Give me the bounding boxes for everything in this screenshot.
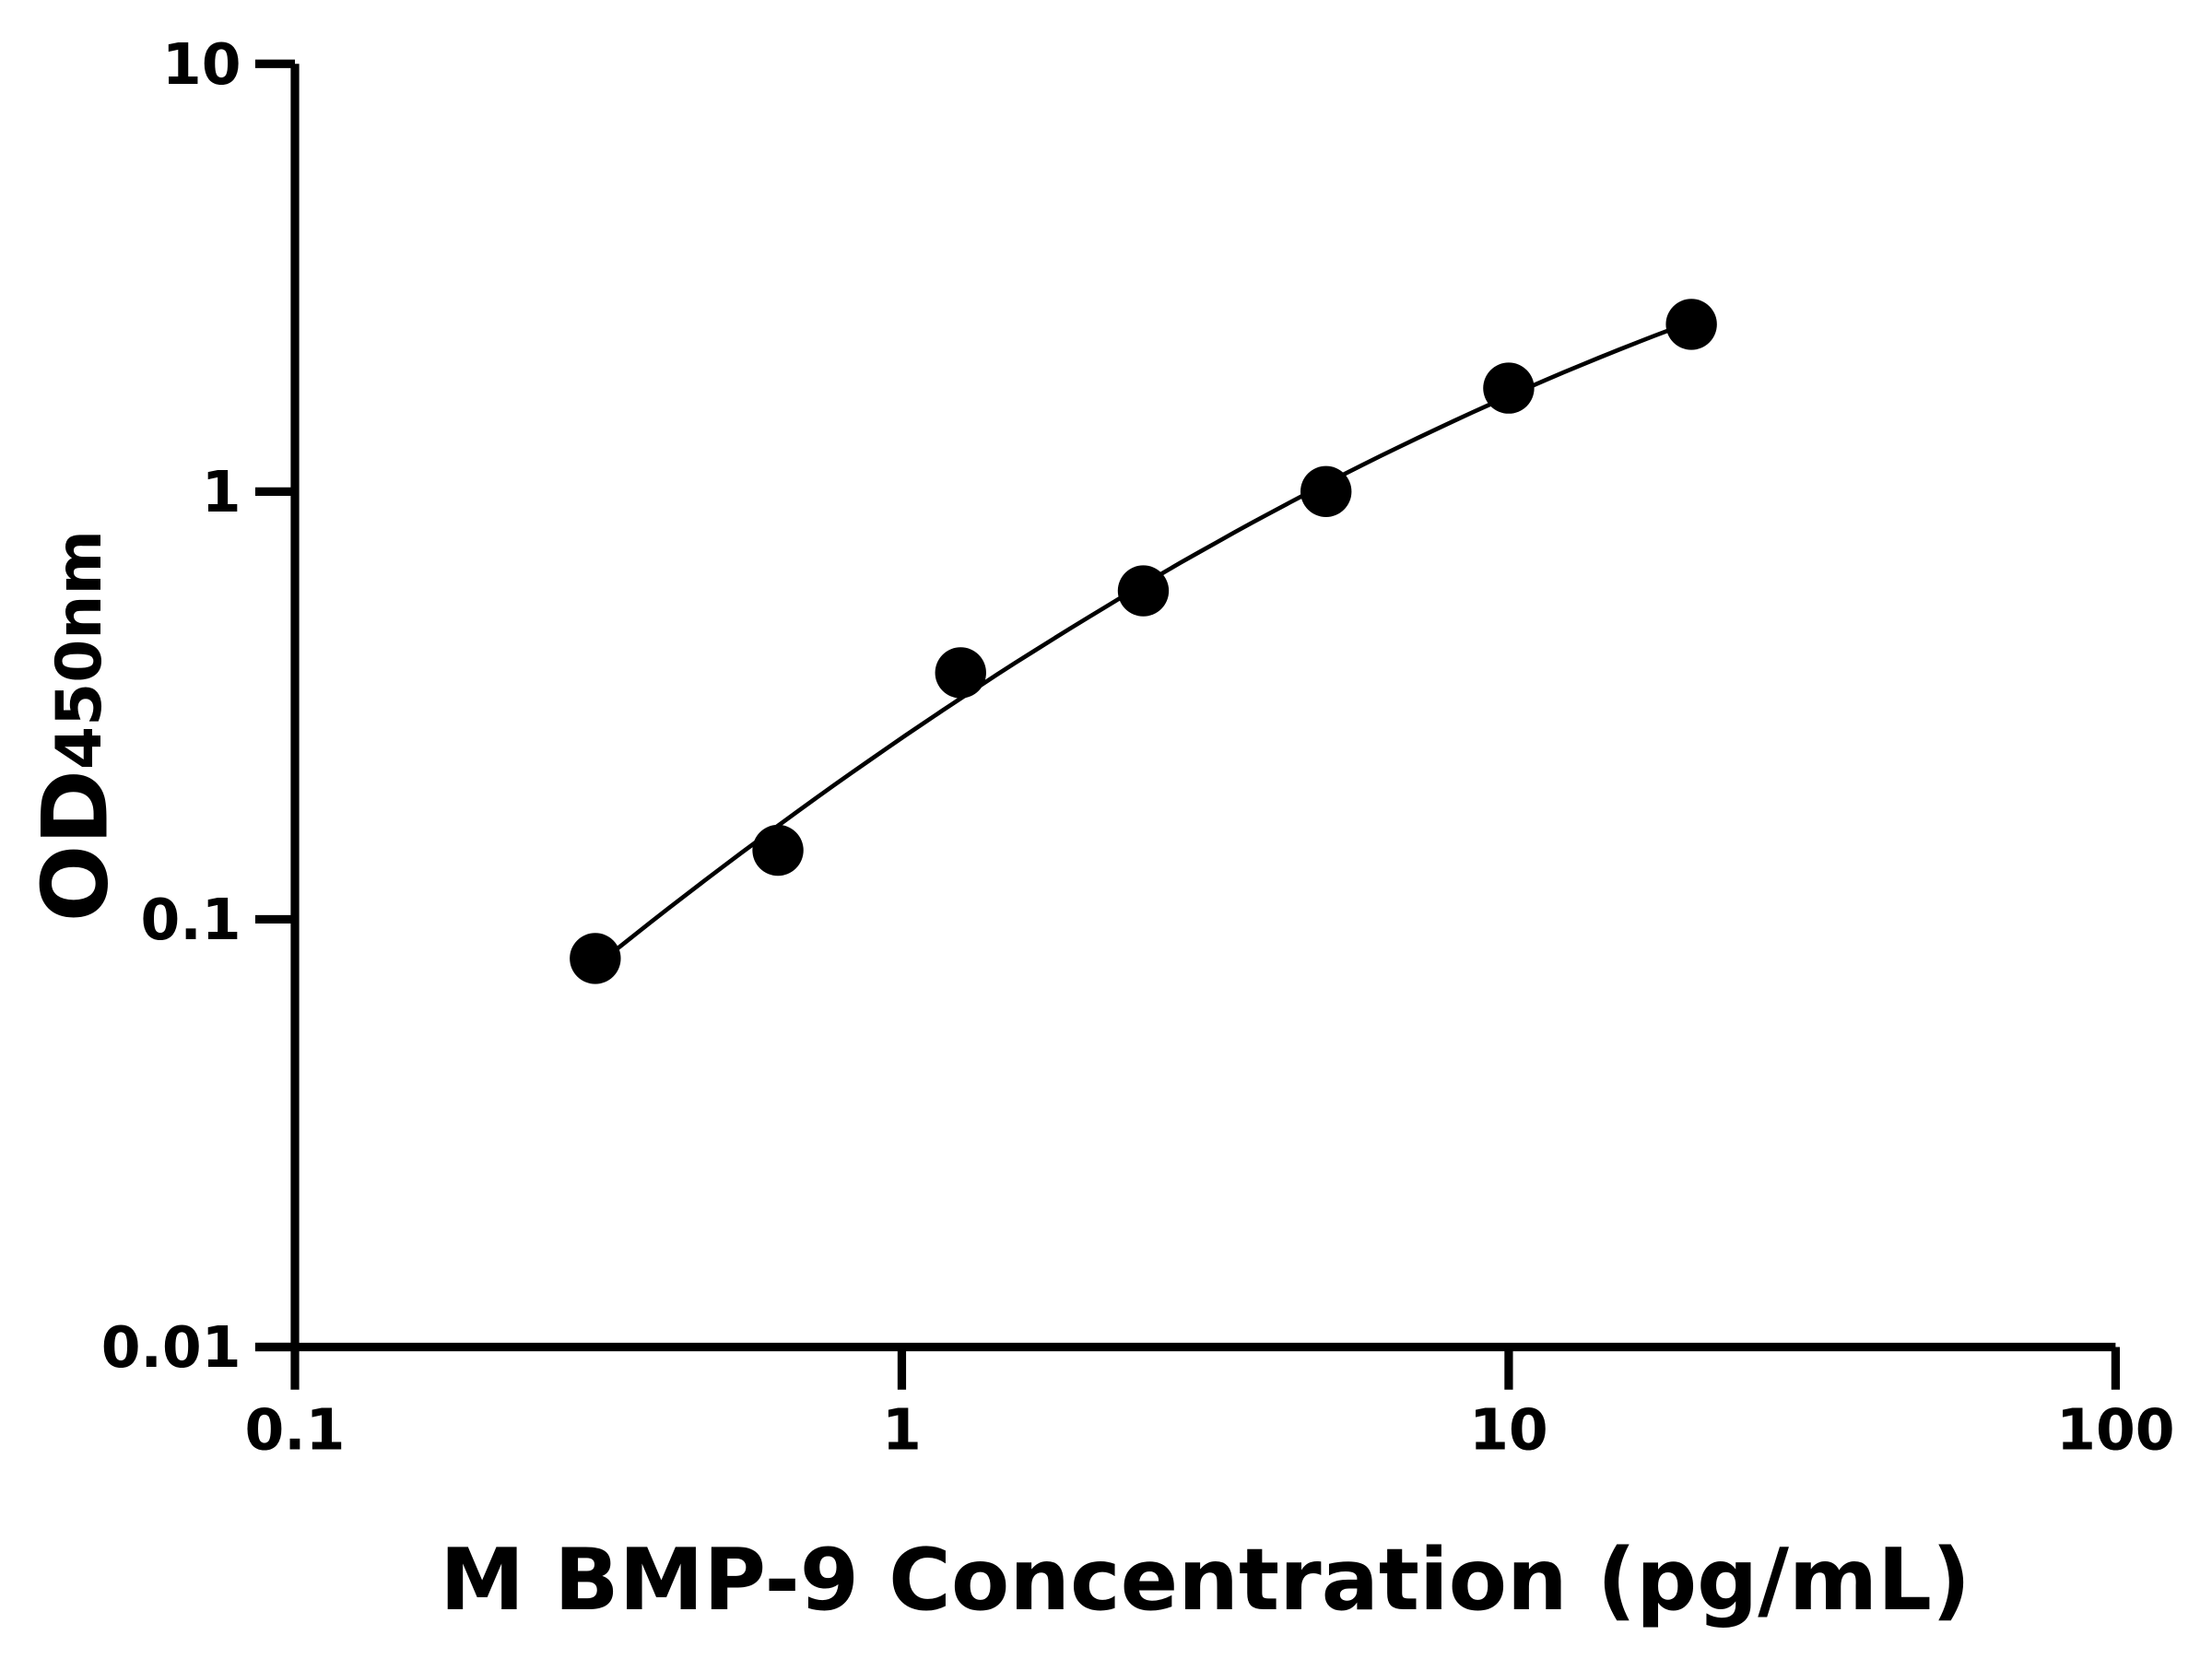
y-axis-label: OD450nm xyxy=(23,530,128,922)
data-point xyxy=(1665,299,1717,350)
y-tick-label: 10 xyxy=(162,31,241,98)
data-point xyxy=(1117,565,1170,617)
x-tick-label: 0.1 xyxy=(245,1396,346,1463)
x-tick-labels: 0.1 1 10 100 xyxy=(245,1396,2175,1463)
data-point xyxy=(935,647,986,699)
y-tick-label: 0.01 xyxy=(101,1314,241,1381)
fit-curve xyxy=(594,320,1692,969)
axes xyxy=(254,59,2120,1390)
y-tick-label: 0.1 xyxy=(141,887,241,953)
x-tick-label: 10 xyxy=(1469,1396,1548,1463)
data-point xyxy=(570,933,621,984)
x-tick-label: 100 xyxy=(2056,1396,2174,1463)
y-axis-label-sub: 450nm xyxy=(42,530,115,770)
data-point xyxy=(752,824,804,877)
data-point xyxy=(1483,362,1535,414)
y-tick-labels: 0.01 0.1 1 10 xyxy=(101,31,241,1381)
y-axis-label-main: OD xyxy=(23,770,128,922)
data-points xyxy=(570,299,1717,984)
y-tick-label: 1 xyxy=(202,459,241,525)
x-axis-label: M BMP-9 Concentration (pg/mL) xyxy=(440,1530,1971,1630)
x-tick-label: 1 xyxy=(882,1396,922,1463)
data-point xyxy=(1300,465,1352,518)
